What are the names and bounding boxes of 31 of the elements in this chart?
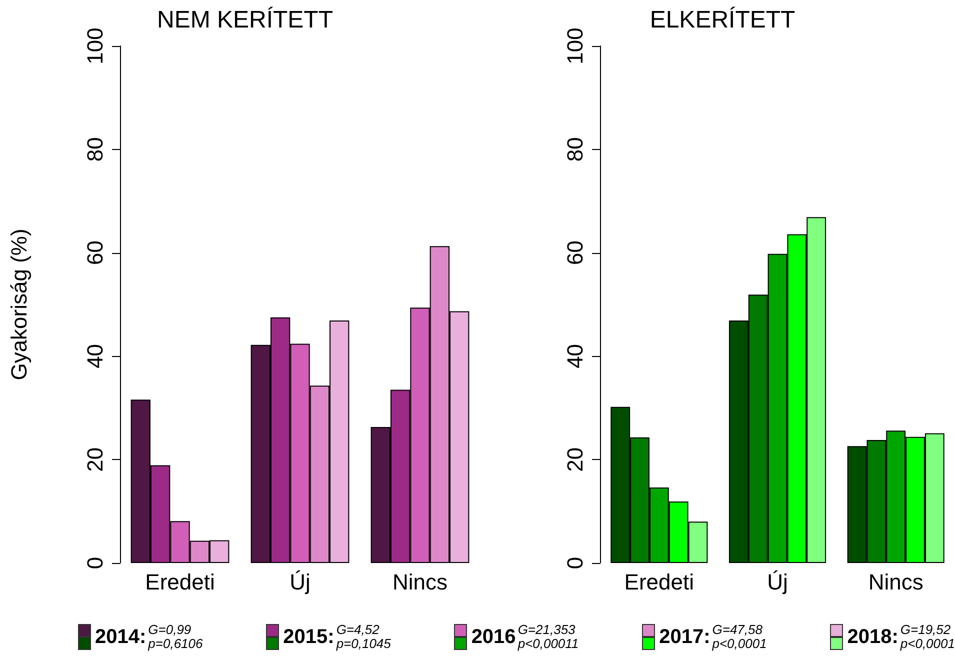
x-tick-label: Eredeti [624,570,694,594]
y-tick-label: 20 [562,447,588,472]
x-tick-label: Nincs [392,570,448,594]
chart-title: ELKERÍTETT [650,6,796,34]
x-tick-label: Eredeti [145,570,215,594]
text: G=0,99 p=0,6106 [148,622,203,651]
y-tick-label: 0 [562,556,588,570]
x-tick-label: Új [767,570,788,594]
text: G=19,52 p<0,0001 [900,622,955,651]
y-tick-label: 60 [562,240,588,266]
text: G=21,353 p<0,00011 [518,622,579,651]
y-tick-label: 80 [562,137,588,162]
y-tick-label: 0 [82,556,108,570]
chart-title: NEM KERÍTETT [156,6,334,34]
legend-label: 2018: [847,626,898,648]
x-tick-label: Nincs [868,570,924,594]
legend-label: 2016 [471,626,516,648]
y-tick-label: 20 [82,447,108,472]
y-tick-label: 40 [82,344,108,368]
y-tick-label: 60 [82,240,108,266]
legend-label: 2014: [95,626,146,648]
y-tick-label: 100 [562,28,588,64]
text: G=47,58 p<0,0001 [712,622,767,651]
x-tick-label: Új [290,570,310,594]
y-tick-label: 100 [82,28,108,64]
y-tick-label: 80 [82,137,108,162]
text: G=4,52 p=0,1045 [336,622,391,651]
y-axis-title: Gyakoriság (%) [6,228,32,380]
legend-label: 2015: [283,626,334,648]
legend-label: 2017: [659,626,710,648]
y-tick-label: 40 [562,344,588,368]
